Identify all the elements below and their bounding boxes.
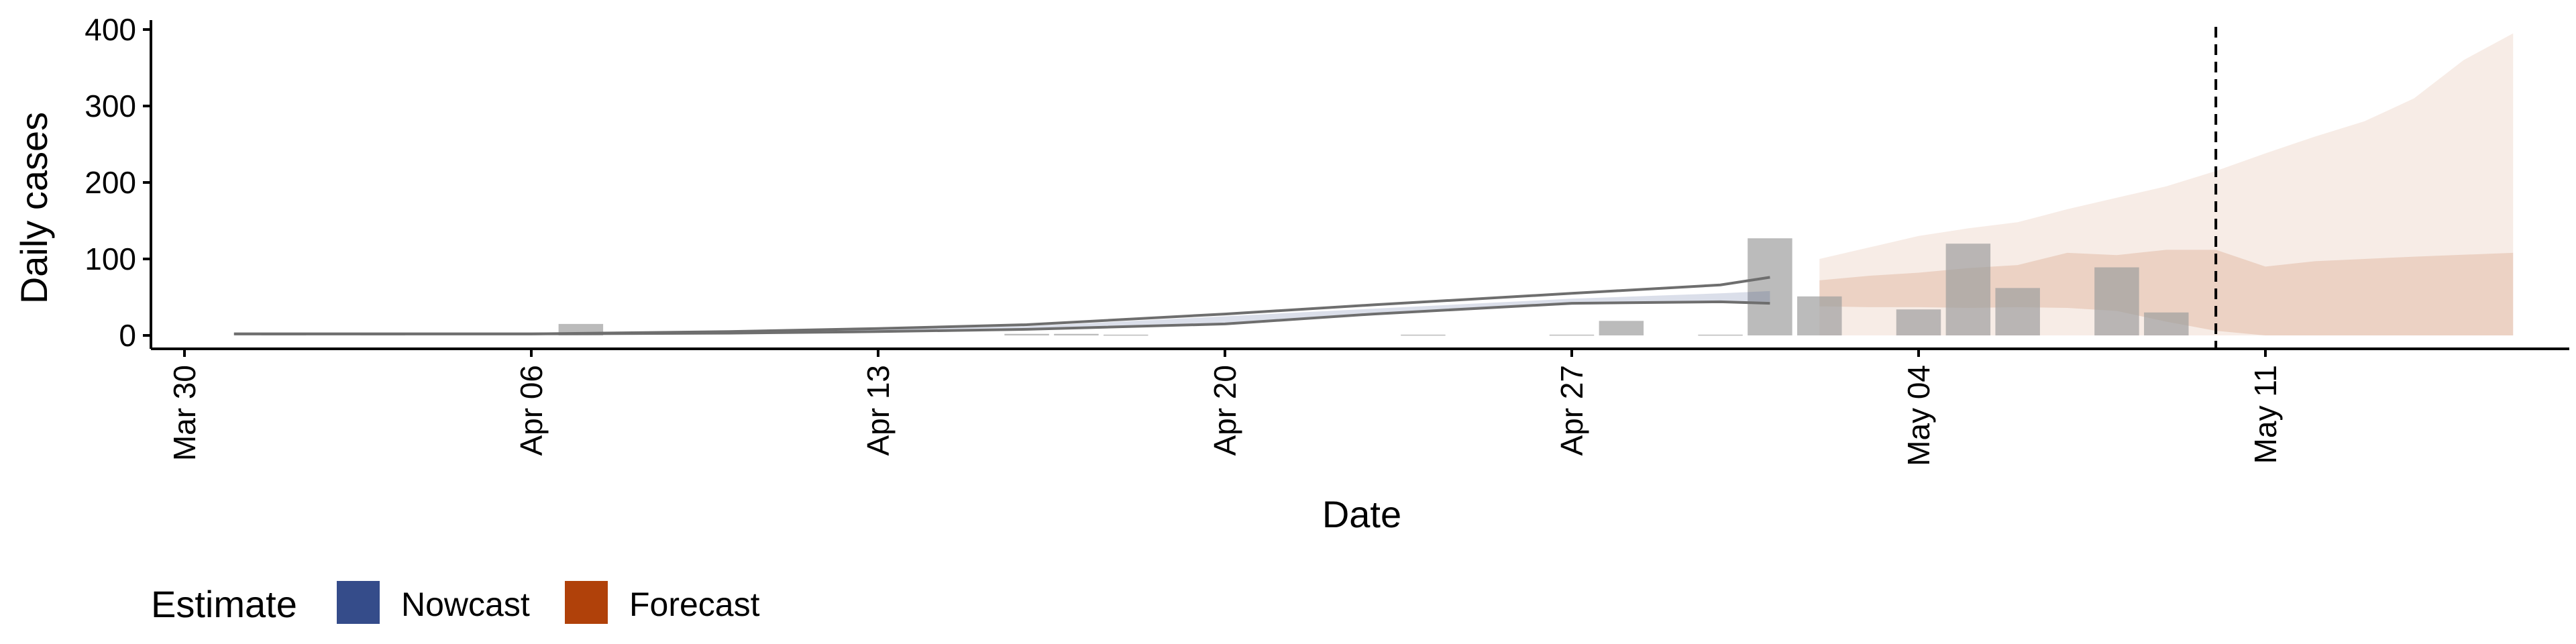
axes (150, 20, 2569, 350)
y-tick-label: 200 (85, 165, 136, 200)
case-bar (1549, 334, 1595, 336)
case-bar (1054, 333, 1099, 335)
case-bar (1748, 238, 1792, 335)
case-bar (2144, 312, 2189, 335)
plot-area (233, 27, 2514, 349)
x-tick-label: May 11 (2248, 365, 2283, 464)
nowcast-lines (233, 276, 1770, 335)
legend-label-forecast: Forecast (629, 586, 760, 623)
y-axis-ticks: 0 100 200 300 400 (85, 12, 151, 353)
case-bar (1104, 334, 1148, 336)
x-axis-title: Date (1322, 493, 1401, 535)
case-bars (261, 238, 2189, 336)
legend-title: Estimate (151, 583, 297, 625)
forecast-inner-ribbon (1819, 250, 2514, 335)
forecast-outer-band (1819, 33, 2514, 335)
case-bar (1698, 334, 1743, 336)
x-tick-label: Apr 13 (861, 365, 896, 456)
legend-key-forecast (565, 581, 608, 624)
y-tick-label: 0 (119, 318, 136, 353)
legend: Estimate Nowcast Forecast (151, 581, 760, 625)
x-tick-label: Apr 06 (514, 365, 549, 456)
case-bar (1995, 288, 2040, 335)
case-bar (1797, 296, 1842, 335)
legend-label-nowcast: Nowcast (401, 586, 530, 623)
nowcast-lower-line (233, 300, 1770, 335)
x-tick-label: Apr 27 (1554, 365, 1589, 456)
x-tick-label: May 04 (1901, 365, 1936, 466)
case-bar (1896, 309, 1941, 335)
y-axis-title: Daily cases (13, 112, 55, 304)
forecast-outer-ribbon (1819, 33, 2514, 335)
y-tick-label: 400 (85, 12, 136, 47)
forecast-inner-band (1819, 250, 2514, 335)
legend-key-nowcast (337, 581, 380, 624)
x-tick-label: Apr 20 (1208, 365, 1242, 456)
y-tick-label: 300 (85, 89, 136, 123)
case-bar (1401, 334, 1446, 336)
x-tick-label: Mar 30 (167, 365, 202, 461)
case-bar (1004, 333, 1049, 335)
y-tick-label: 100 (85, 241, 136, 276)
case-bar (1599, 321, 1644, 335)
case-bar (1945, 244, 1991, 335)
case-bar (2094, 267, 2139, 335)
x-axis-ticks: Mar 30 Apr 06 Apr 13 Apr 20 Apr 27 May 04 May … (167, 349, 2283, 466)
